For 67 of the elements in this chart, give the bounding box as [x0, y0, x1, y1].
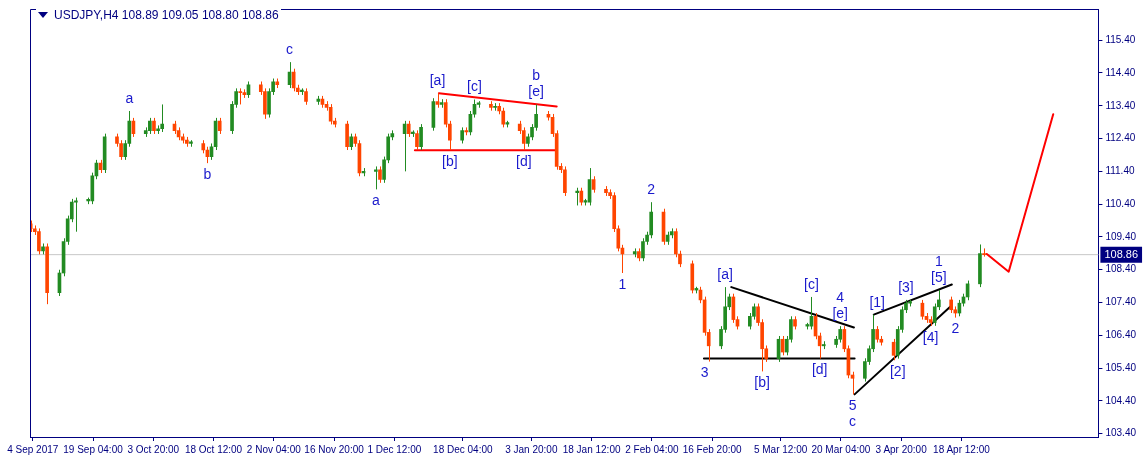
x-tick-label: 3 Oct 20:00 [127, 443, 180, 455]
x-tick-label: 2 Feb 04:00 [625, 443, 679, 455]
annotation: c [849, 413, 857, 430]
annotation: 2 [647, 181, 656, 198]
annotation: 5 [848, 397, 857, 414]
annotation: [b] [754, 374, 770, 391]
annotation: [a] [717, 265, 733, 282]
x-tick-label: 19 Sep 04:00 [63, 443, 124, 455]
y-tick-label: 107.40 [1105, 296, 1137, 308]
annotation: 4 [836, 289, 845, 306]
candlestick [189, 139, 193, 148]
annotation: a [125, 89, 134, 106]
candlestick [275, 78, 280, 89]
y-tick-label: 112.40 [1105, 132, 1136, 144]
annotation: 1 [934, 252, 943, 269]
y-tick-label: 104.40 [1105, 394, 1137, 406]
x-tick-label: 1 Dec 12:00 [367, 443, 422, 455]
x-tick-label: 18 Dec 04:00 [433, 443, 494, 455]
annotation: a [371, 192, 380, 209]
annotation: [e] [528, 83, 544, 100]
x-tick-label: 16 Feb 20:00 [682, 443, 743, 455]
y-tick-label: 103.40 [1105, 427, 1137, 439]
annotation: [d] [516, 152, 532, 169]
y-tick-label: 105.40 [1105, 361, 1137, 373]
chart-title: USDJPY,H4 108.89 109.05 108.80 108.86 [54, 8, 279, 22]
candlestick [493, 102, 497, 112]
annotation: [c] [804, 275, 819, 292]
annotation: [1] [869, 293, 885, 310]
annotation: [d] [811, 361, 828, 378]
y-tick-label: 110.40 [1105, 197, 1136, 209]
x-tick-label: 18 Oct 12:00 [184, 443, 243, 455]
x-tick-label: 18 Jan 12:00 [562, 443, 621, 455]
annotation: 2 [951, 320, 960, 337]
candlestick [374, 165, 378, 190]
y-tick-label: 115.40 [1105, 33, 1136, 45]
annotation: b [532, 67, 541, 84]
annotation: [e] [832, 305, 848, 322]
y-tick-label: 108.40 [1105, 263, 1137, 275]
annotation: 1 [618, 275, 627, 292]
annotation: c [286, 40, 294, 57]
y-tick-label: 106.40 [1105, 329, 1137, 341]
y-tick-label: 113.40 [1105, 99, 1136, 111]
candlestick [238, 87, 243, 105]
x-tick-label: 4 Sep 2017 [7, 443, 59, 455]
x-tick-label: 16 Nov 20:00 [304, 443, 365, 455]
x-tick-label: 18 Apr 12:00 [933, 443, 991, 455]
x-tick-label: 3 Jan 20:00 [505, 443, 558, 455]
annotation: [3] [898, 278, 914, 295]
annotation: [c] [467, 78, 482, 95]
candlestick [489, 100, 493, 112]
x-tick-label: 2 Nov 04:00 [246, 443, 302, 455]
y-tick-label: 109.40 [1105, 230, 1137, 242]
annotation: b [203, 166, 212, 182]
annotation: 3 [700, 364, 709, 381]
annotation: [a] [429, 72, 446, 89]
ref-line-label: 108.86 [1104, 247, 1139, 260]
annotation: [5] [931, 268, 947, 285]
candlestick [156, 124, 160, 135]
x-tick-label: 20 Mar 04:00 [811, 443, 871, 455]
x-tick-label: 3 Apr 20:00 [875, 443, 928, 455]
annotation: [4] [922, 328, 939, 345]
y-tick-label: 111.40 [1105, 165, 1135, 177]
annotation: [b] [442, 152, 458, 169]
y-tick-label: 114.40 [1105, 66, 1136, 78]
annotation: [2] [889, 363, 906, 380]
x-tick-label: 5 Mar 12:00 [753, 443, 808, 455]
candlestick [982, 247, 986, 258]
